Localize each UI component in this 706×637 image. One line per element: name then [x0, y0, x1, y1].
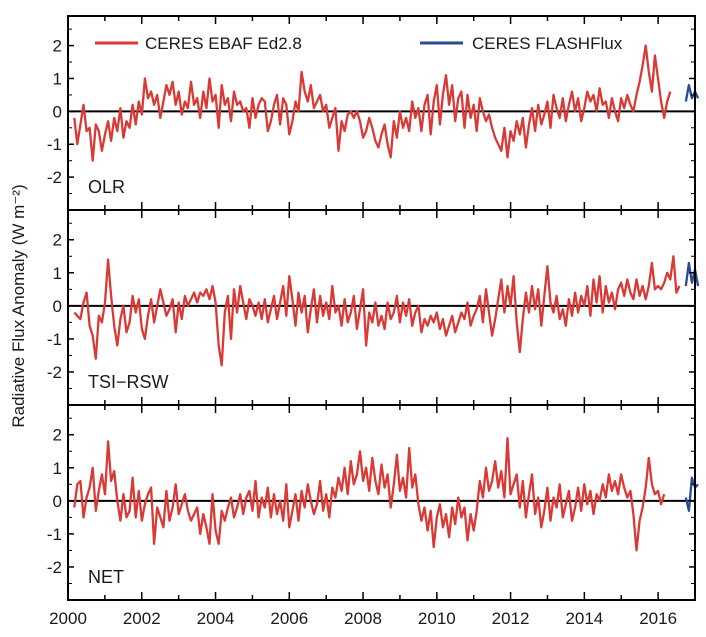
y-tick-label: 0 — [53, 102, 62, 121]
x-tick-label: 2010 — [418, 609, 456, 628]
x-tick-label: 2002 — [123, 609, 161, 628]
series-line-flashflux — [684, 261, 700, 287]
legend-label-flashflux: CERES FLASHFlux — [472, 34, 623, 53]
y-tick-label: 2 — [53, 37, 62, 56]
panel-2: -2 -1 0 1 2 NET — [47, 404, 699, 601]
x-tick-label: 2016 — [639, 609, 677, 628]
y-tick-label: 1 — [53, 264, 62, 283]
x-tick-label: 2004 — [197, 609, 235, 628]
y-tick-label: 2 — [53, 231, 62, 250]
panel-label: NET — [88, 567, 124, 587]
y-tick-label: 1 — [53, 459, 62, 478]
series-line-ebaf — [73, 255, 681, 367]
y-axis-label: Radiative Flux Anomaly (W m⁻²) — [9, 184, 28, 427]
y-tick-label: 1 — [53, 69, 62, 88]
legend: CERES EBAF Ed2.8 CERES FLASHFlux — [95, 34, 623, 53]
y-tick-label: 2 — [53, 426, 62, 445]
panel-label: TSI−RSW — [88, 372, 169, 392]
series-line-ebaf — [73, 436, 666, 552]
x-axis: 2000 2002 2004 2006 2008 2010 2012 2014 2016 — [49, 609, 677, 628]
panel-frame — [67, 404, 696, 601]
series-line-flashflux — [684, 83, 700, 102]
y-tick-label: -1 — [47, 330, 62, 349]
x-tick-label: 2012 — [492, 609, 530, 628]
y-tick-label: 0 — [53, 297, 62, 316]
legend-label-ebaf: CERES EBAF Ed2.8 — [145, 34, 302, 53]
y-tick-label: -2 — [47, 363, 62, 382]
y-tick-label: -2 — [47, 168, 62, 187]
y-tick-label: -1 — [47, 525, 62, 544]
series-line-ebaf — [73, 44, 672, 162]
y-tick-label: -2 — [47, 558, 62, 577]
panel-1: -2 -1 0 1 2 TSI−RSW — [47, 209, 700, 406]
y-tick-label: 0 — [53, 492, 62, 511]
panels-layer: -2 -1 0 1 2 OLR -2 -1 0 1 2 TSI−RSW -2 -1 0 1 2 NET — [47, 15, 700, 601]
x-tick-label: 2014 — [565, 609, 603, 628]
x-tick-label: 2006 — [270, 609, 308, 628]
series-line-flashflux — [684, 476, 699, 512]
y-tick-label: -1 — [47, 135, 62, 154]
panel-label: OLR — [88, 177, 125, 197]
x-tick-label: 2008 — [344, 609, 382, 628]
x-tick-label: 2000 — [49, 609, 87, 628]
